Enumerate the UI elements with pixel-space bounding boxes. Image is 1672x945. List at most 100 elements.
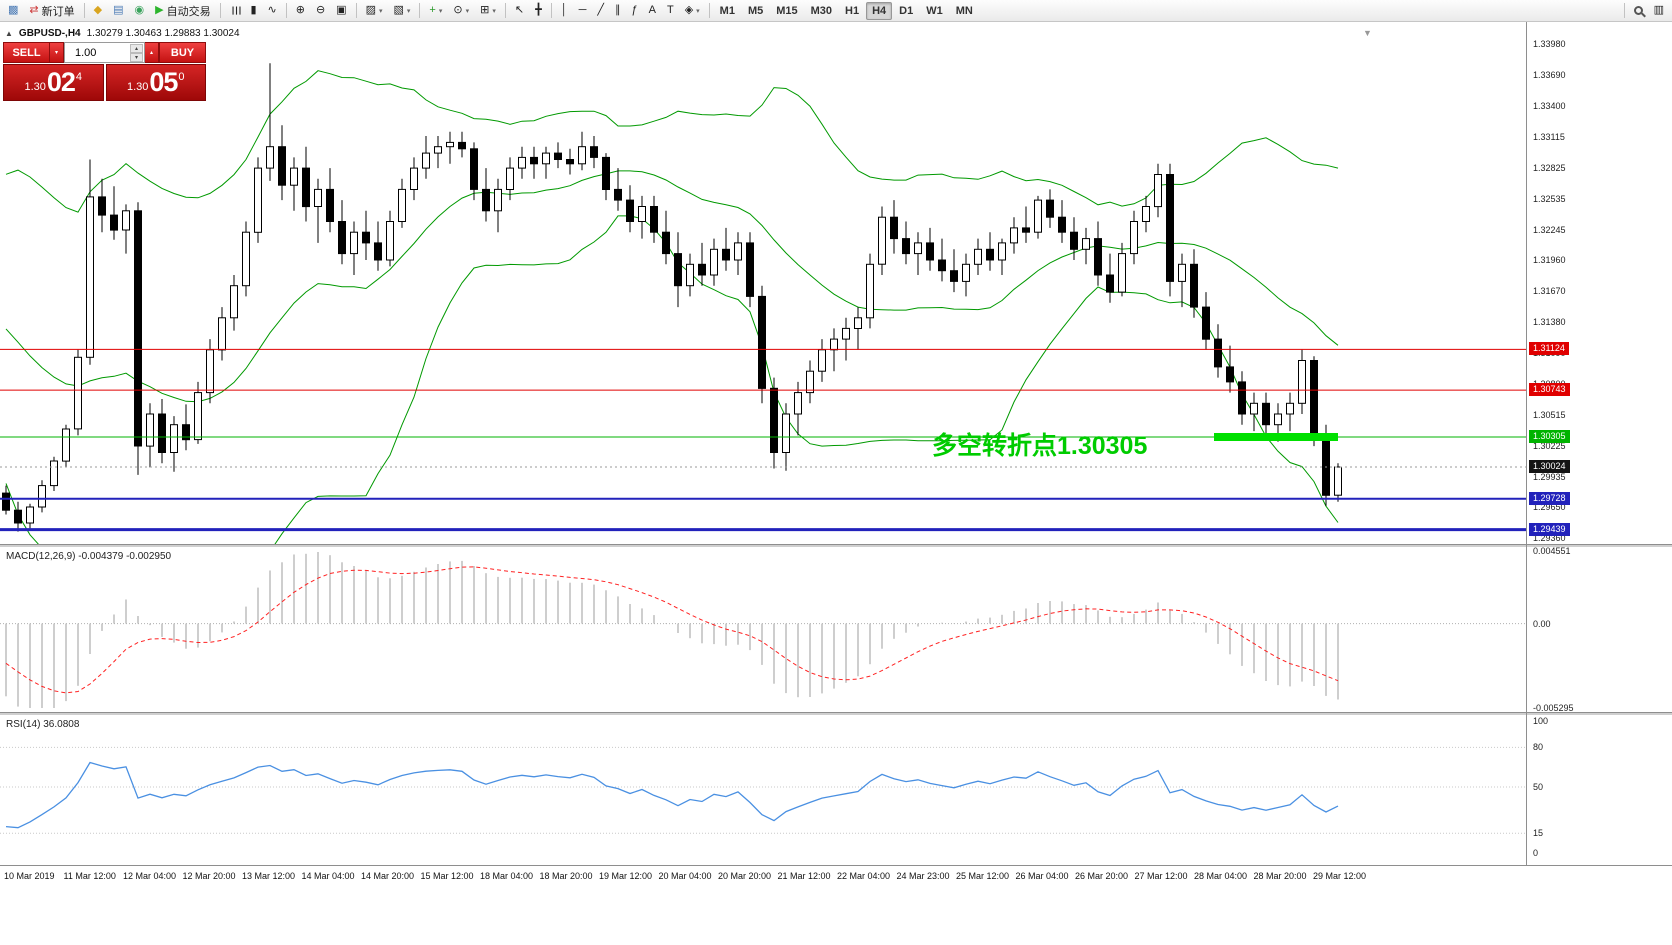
buy-dropdown-button[interactable]: ▴ xyxy=(145,42,159,63)
add-indicator-button[interactable]: +▾ xyxy=(424,2,447,20)
profiles-button[interactable]: ▧▾ xyxy=(389,2,416,20)
text-icon: A xyxy=(649,5,656,16)
time-axis-label: 29 Mar 12:00 xyxy=(1313,871,1366,881)
turning-point-highlight-bar[interactable] xyxy=(1214,433,1338,441)
buy-price-display[interactable]: 1.30 05 0 xyxy=(106,64,207,101)
periods-icon: ⊙ xyxy=(453,5,462,16)
toolbar-separator xyxy=(1624,3,1625,18)
chart-workspace: ▲ GBPUSD-,H4 1.30279 1.30463 1.29883 1.3… xyxy=(0,22,1672,945)
tf-h4-button[interactable]: H4 xyxy=(866,2,892,20)
macd-axis: 0.0045510.00-0.005295 xyxy=(1528,547,1672,712)
buy-price-prefix: 1.30 xyxy=(127,81,148,93)
tile-windows-button[interactable]: ▣ xyxy=(331,2,351,20)
tf-w1-button[interactable]: W1 xyxy=(920,2,949,20)
line-chart-icon: ∿ xyxy=(268,5,277,16)
price-scale-label: 1.32535 xyxy=(1533,194,1566,204)
text-label-icon: T xyxy=(667,5,674,16)
price-scale-label: 1.32245 xyxy=(1533,225,1566,235)
macd-scale-label: 0.00 xyxy=(1533,619,1551,629)
symbol-period-label: GBPUSD-,H4 xyxy=(19,28,81,39)
sell-price-display[interactable]: 1.30 02 4 xyxy=(3,64,104,101)
dropdown-caret-icon: ▾ xyxy=(492,7,496,15)
periods-button[interactable]: ⊙▾ xyxy=(448,2,474,20)
tf-d1-button[interactable]: D1 xyxy=(893,2,919,20)
price-scale-label: 1.29935 xyxy=(1533,472,1566,482)
search-button[interactable] xyxy=(1629,2,1648,20)
candlestick-chart-button[interactable]: ▮ xyxy=(245,2,261,20)
data-window-button[interactable]: ▤ xyxy=(108,2,128,20)
time-axis-label: 12 Mar 20:00 xyxy=(183,871,236,881)
price-scale-label: 1.31960 xyxy=(1533,255,1566,265)
tf-m1-button[interactable]: M1 xyxy=(714,2,741,20)
time-axis-label: 12 Mar 04:00 xyxy=(123,871,176,881)
volume-spinner[interactable]: ▴ ▾ xyxy=(130,44,143,61)
volume-value: 1.00 xyxy=(75,47,96,59)
time-axis-label: 20 Mar 04:00 xyxy=(659,871,712,881)
caret-down-icon: ▾ xyxy=(55,49,58,56)
autotrading-button[interactable]: ▶自动交易 xyxy=(150,2,215,20)
rsi-axis: 1008050150 xyxy=(1528,715,1672,865)
templates-button[interactable]: ▨▾ xyxy=(361,2,388,20)
buy-button[interactable]: BUY xyxy=(159,42,206,63)
turning-point-annotation[interactable]: 多空转折点1.30305 xyxy=(932,426,1147,462)
buy-price-pips: 05 xyxy=(149,69,177,96)
tf-m1-label: M1 xyxy=(720,5,735,17)
sell-button[interactable]: SELL xyxy=(3,42,50,63)
vertical-line-button[interactable]: │ xyxy=(556,2,573,20)
collapse-trade-panel-icon[interactable]: ▲ xyxy=(5,29,13,38)
line-chart-button[interactable]: ∿ xyxy=(263,2,282,20)
horizontal-line-button[interactable]: ─ xyxy=(574,2,592,20)
spinner-down-icon[interactable]: ▾ xyxy=(130,53,143,62)
arrows-button[interactable]: ◈▾ xyxy=(680,2,705,20)
tf-m5-button[interactable]: M5 xyxy=(742,2,769,20)
market-watch-button[interactable]: ◆ xyxy=(89,2,107,20)
fibonacci-icon: ƒ xyxy=(631,5,637,16)
zoom-out-button[interactable]: ⊖ xyxy=(311,2,330,20)
price-axis: 1.339801.336901.334001.331151.328251.325… xyxy=(1528,22,1672,544)
navigator-button[interactable]: ◉ xyxy=(130,2,150,20)
new-order-label: 新订单 xyxy=(42,3,75,19)
zoom-in-button[interactable]: ⊕ xyxy=(291,2,310,20)
bar-chart-icon: ☰ xyxy=(229,6,240,16)
chart-window-button[interactable]: ▩ xyxy=(3,2,23,20)
scroll-to-end-icon[interactable]: ▼ xyxy=(1363,28,1372,38)
bar-chart-button[interactable]: ☰ xyxy=(225,2,245,20)
market-watch-icon: ◆ xyxy=(94,5,102,16)
new-order-button[interactable]: ⇄新订单 xyxy=(24,2,79,20)
fibonacci-button[interactable]: ƒ xyxy=(626,2,642,20)
price-tag-1.29728: 1.29728 xyxy=(1529,492,1570,505)
trendline-button[interactable]: ╱ xyxy=(592,2,609,20)
sell-price-pips: 02 xyxy=(47,69,75,96)
crosshair-button[interactable]: ╋ xyxy=(530,2,547,20)
price-scale-label: 1.32825 xyxy=(1533,163,1566,173)
time-axis-label: 18 Mar 04:00 xyxy=(480,871,533,881)
chart-shift-button[interactable]: ⊞▾ xyxy=(475,2,501,20)
text-label-button[interactable]: T xyxy=(662,2,679,20)
rsi-scale-label: 80 xyxy=(1533,742,1543,752)
zoom-out-icon: ⊖ xyxy=(316,5,325,16)
rsi-line xyxy=(6,763,1338,828)
volume-input[interactable]: 1.00 ▴ ▾ xyxy=(64,42,145,63)
tf-h4-label: H4 xyxy=(872,5,886,17)
dropdown-caret-icon: ▾ xyxy=(439,7,443,15)
tf-m5-label: M5 xyxy=(748,5,763,17)
rsi-scale-label: 100 xyxy=(1533,716,1548,726)
tf-mn-button[interactable]: MN xyxy=(950,2,979,20)
text-button[interactable]: A xyxy=(644,2,661,20)
sell-dropdown-button[interactable]: ▾ xyxy=(50,42,64,63)
cursor-button[interactable]: ↖ xyxy=(510,2,529,20)
main-toolbar: ▩⇄新订单◆▤◉▶自动交易☰▮∿⊕⊖▣▨▾▧▾+▾⊙▾⊞▾↖╋│─╱∥ƒAT◈▾… xyxy=(0,0,1672,22)
search-icon xyxy=(1634,6,1643,15)
buy-price-point: 0 xyxy=(178,71,184,83)
time-axis-label: 20 Mar 20:00 xyxy=(718,871,771,881)
tf-d1-label: D1 xyxy=(899,5,913,17)
window-list-button[interactable]: ▥ xyxy=(1649,2,1669,20)
tf-m30-button[interactable]: M30 xyxy=(805,2,838,20)
spinner-up-icon[interactable]: ▴ xyxy=(130,44,143,53)
tf-h1-button[interactable]: H1 xyxy=(839,2,865,20)
time-axis-label: 11 Mar 12:00 xyxy=(64,871,116,881)
tf-m15-button[interactable]: M15 xyxy=(770,2,803,20)
channel-button[interactable]: ∥ xyxy=(610,2,626,20)
tf-w1-label: W1 xyxy=(926,5,943,17)
price-chart-canvas[interactable] xyxy=(0,22,1526,544)
